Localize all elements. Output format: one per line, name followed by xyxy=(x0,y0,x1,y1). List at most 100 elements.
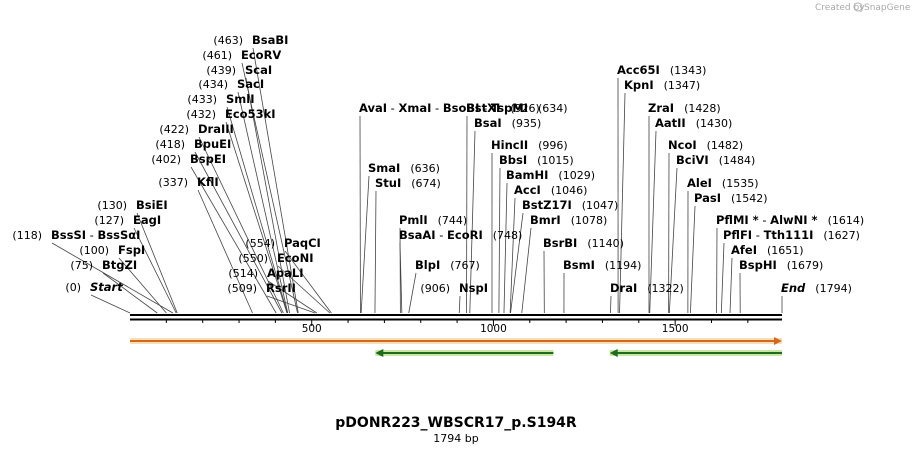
leader-afei xyxy=(729,257,733,314)
site-position: (1627) xyxy=(823,229,860,242)
site-smli[interactable]: (433) SmlI xyxy=(187,92,254,106)
site-position: (1347) xyxy=(664,79,701,92)
site-econi[interactable]: (550) EcoNI xyxy=(238,251,313,265)
site-draiii[interactable]: (422) DraIII xyxy=(159,122,233,136)
site-position: (433) xyxy=(187,93,217,106)
site-name: PasI xyxy=(694,191,721,205)
leader-smai xyxy=(360,175,370,314)
leader-bstz17i xyxy=(510,212,524,314)
site-start[interactable]: (0) Start xyxy=(65,280,123,294)
leader-bmri xyxy=(521,227,532,314)
site-paqci[interactable]: (554) PaqCI xyxy=(245,236,320,250)
brand-prefix: Created by xyxy=(815,3,865,13)
site-bsabi[interactable]: (463) BsaBI xyxy=(213,33,288,47)
site-name: EcoRV xyxy=(241,48,281,62)
site-scai[interactable]: (439) ScaI xyxy=(206,63,272,77)
leader-acci xyxy=(509,197,516,314)
site-aatii[interactable]: (1430) AatII xyxy=(655,116,732,130)
leader-pasi xyxy=(690,205,696,314)
site-bsaai[interactable]: (748) BsaAI - EcoRI xyxy=(399,228,522,242)
site-bamhi[interactable]: (1029) BamHI xyxy=(506,168,595,182)
enzyme-name: BsaAI xyxy=(399,228,436,242)
site-bspei[interactable]: (402) BspEI xyxy=(151,152,226,166)
leader-kfli xyxy=(197,189,253,314)
site-bcivi[interactable]: (1484) BciVI xyxy=(676,153,755,167)
leader-ecorv xyxy=(241,62,298,314)
site-smai[interactable]: (636) SmaI xyxy=(368,161,440,175)
site-bsrbi[interactable]: (1140) BsrBI xyxy=(543,236,624,250)
site-name: BmrI xyxy=(530,213,561,227)
site-blpi[interactable]: (767) BlpI xyxy=(415,258,480,272)
enzyme-name: KpnI xyxy=(624,78,654,92)
site-name: ScaI xyxy=(245,63,272,77)
axis-ticks: 500 1000 1500 xyxy=(165,320,749,335)
full-length-feature[interactable] xyxy=(130,337,782,345)
site-pflmi[interactable]: (1614) PflMI * - AlwNI * xyxy=(716,213,864,227)
site-bsphi[interactable]: (1679) BspHI xyxy=(739,258,823,272)
site-end[interactable]: (1794) End xyxy=(781,281,852,295)
site-kpni[interactable]: (1347) KpnI xyxy=(624,78,700,92)
reverse-feature-2[interactable] xyxy=(609,349,782,357)
site-bsssi[interactable]: (118) BssSI - BssSαI xyxy=(12,228,140,242)
site-btgzi[interactable]: (75) BtgZI xyxy=(70,258,137,272)
site-nspi[interactable]: (906) NspI xyxy=(420,281,488,295)
site-name: PmlI xyxy=(399,213,428,227)
site-name: PaqCI xyxy=(284,236,321,250)
site-hincii[interactable]: (996) HincII xyxy=(491,138,568,152)
site-afei[interactable]: (1651) AfeI xyxy=(731,243,804,257)
site-bstxi[interactable]: (926) BstXI xyxy=(466,101,540,115)
site-name: PflFI - Tth111I xyxy=(723,228,813,242)
site-position: (461) xyxy=(202,49,232,62)
enzyme-name: EcoRV xyxy=(241,48,281,62)
leader-bsai xyxy=(469,130,476,314)
site-eco53ki[interactable]: (432) Eco53kI xyxy=(186,107,275,121)
site-bmri[interactable]: (1078) BmrI xyxy=(530,213,607,227)
reverse-feature-1[interactable] xyxy=(375,349,554,357)
site-ncoi[interactable]: (1482) NcoI xyxy=(668,138,743,152)
site-alei[interactable]: (1535) AleI xyxy=(687,176,759,190)
site-stui[interactable]: (674) StuI xyxy=(375,176,441,190)
site-bpuei[interactable]: (418) BpuEI xyxy=(155,137,231,151)
site-pmli[interactable]: (744) PmlI xyxy=(399,213,467,227)
site-rsrii[interactable]: (509) RsrII xyxy=(227,281,296,295)
site-bstz17i[interactable]: (1047) BstZ17I xyxy=(522,198,618,212)
site-name: BtgZI xyxy=(102,258,137,272)
site-fspi[interactable]: (100) FspI xyxy=(79,243,145,257)
site-position: (422) xyxy=(159,123,189,136)
enzyme-name: HincII xyxy=(491,138,528,152)
site-position: (509) xyxy=(227,282,257,295)
site-name: BbsI xyxy=(499,153,527,167)
name-separator: - xyxy=(431,101,442,115)
site-bbsi[interactable]: (1015) BbsI xyxy=(499,153,574,167)
site-ecorv[interactable]: (461) EcoRV xyxy=(202,48,281,62)
leader-econi xyxy=(277,265,331,314)
site-bsai[interactable]: (935) BsaI xyxy=(474,116,541,130)
site-name: BsaI xyxy=(474,116,502,130)
site-position: (1428) xyxy=(684,102,721,115)
site-pasi[interactable]: (1542) PasI xyxy=(694,191,768,205)
site-bsmi[interactable]: (1194) BsmI xyxy=(563,258,641,272)
site-position: (996) xyxy=(538,139,568,152)
site-bsiei[interactable]: (130) BsiEI xyxy=(97,198,167,212)
site-position: (1322) xyxy=(647,282,684,295)
enzyme-name: SacI xyxy=(237,77,264,91)
site-eagi[interactable]: (127) EagI xyxy=(94,213,161,227)
site-avai[interactable]: (634) AvaI - XmaI - BsoBI - TspMI xyxy=(359,101,568,115)
enzyme-name: AfeI xyxy=(731,243,757,257)
enzyme-name: BspEI xyxy=(190,152,226,166)
site-name: StuI xyxy=(375,176,401,190)
site-saci[interactable]: (434) SacI xyxy=(198,77,264,91)
site-acc65i[interactable]: (1343) Acc65I xyxy=(617,63,706,77)
site-position: (1046) xyxy=(551,184,588,197)
site-drai[interactable]: (1322) DraI xyxy=(610,281,684,295)
enzyme-name: PflFI xyxy=(723,228,752,242)
enzyme-name: Eco53kI xyxy=(225,107,276,121)
site-name: PflMI * - AlwNI * xyxy=(716,213,818,227)
site-apali[interactable]: (514) ApaLI xyxy=(228,266,303,280)
site-kfli[interactable]: (337) KflI xyxy=(158,175,218,189)
site-acci[interactable]: (1046) AccI xyxy=(514,183,587,197)
site-pflfi[interactable]: (1627) PflFI - Tth111I xyxy=(723,228,860,242)
enzyme-name: TspMI xyxy=(491,101,528,115)
enzyme-name: BsiEI xyxy=(136,198,168,212)
site-zrai[interactable]: (1428) ZraI xyxy=(648,101,721,115)
